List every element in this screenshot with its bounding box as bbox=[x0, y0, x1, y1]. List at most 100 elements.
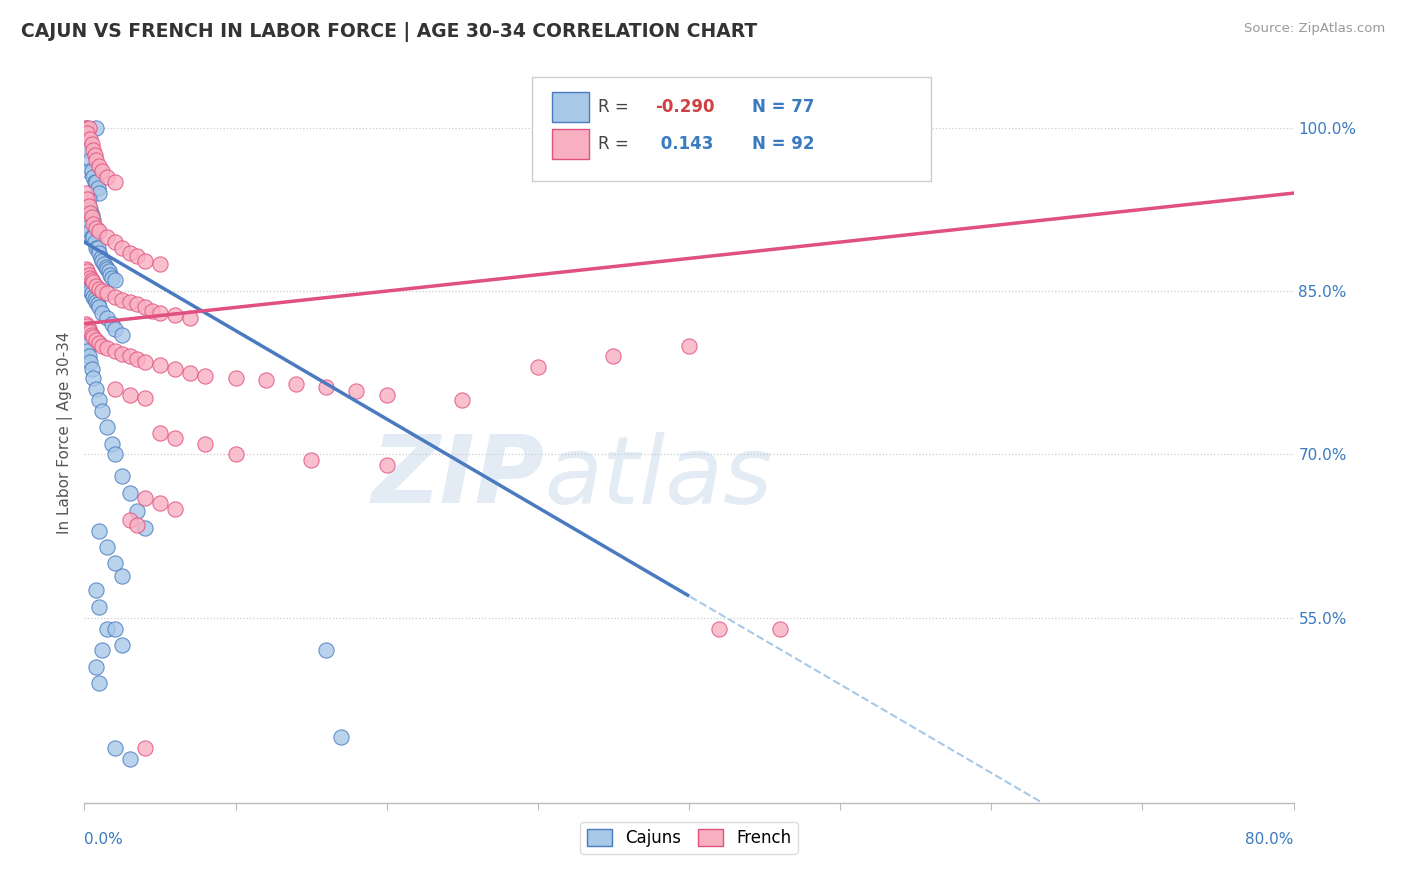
Point bbox=[77, 199, 100, 213]
Point bbox=[80, 210, 103, 224]
Point bbox=[76, 264, 98, 278]
Point bbox=[111, 347, 134, 361]
Point bbox=[315, 380, 337, 394]
Point bbox=[527, 360, 550, 375]
Point bbox=[89, 524, 111, 538]
Point bbox=[77, 322, 100, 336]
Point bbox=[76, 192, 98, 206]
Text: N = 77: N = 77 bbox=[752, 98, 814, 116]
Point bbox=[127, 518, 149, 533]
Point bbox=[179, 366, 201, 380]
Point bbox=[104, 175, 127, 189]
Point bbox=[104, 289, 127, 303]
Text: R =: R = bbox=[599, 135, 634, 153]
Legend: Cajuns, French: Cajuns, French bbox=[581, 822, 797, 854]
Point bbox=[86, 583, 108, 598]
Point bbox=[96, 311, 118, 326]
Point bbox=[82, 330, 104, 344]
Point bbox=[118, 513, 141, 527]
Bar bbox=[553, 129, 589, 159]
Point bbox=[194, 369, 217, 384]
Point bbox=[80, 327, 103, 342]
Text: -0.290: -0.290 bbox=[655, 98, 714, 116]
Point bbox=[127, 351, 149, 366]
Point bbox=[79, 355, 101, 369]
Point bbox=[87, 180, 110, 194]
Point bbox=[89, 224, 111, 238]
Point bbox=[104, 556, 127, 570]
Point bbox=[179, 311, 201, 326]
Point bbox=[127, 297, 149, 311]
Point bbox=[84, 175, 107, 189]
Point bbox=[375, 458, 398, 473]
Point bbox=[90, 252, 112, 266]
Point bbox=[104, 322, 127, 336]
Point bbox=[84, 292, 107, 306]
Point bbox=[127, 249, 149, 263]
Point bbox=[89, 336, 111, 351]
Text: atlas: atlas bbox=[544, 432, 772, 523]
Y-axis label: In Labor Force | Age 30-34: In Labor Force | Age 30-34 bbox=[58, 331, 73, 534]
Point bbox=[96, 420, 118, 434]
Point bbox=[96, 169, 118, 184]
Point bbox=[104, 235, 127, 249]
Point bbox=[76, 143, 98, 157]
Point bbox=[82, 229, 104, 244]
Point bbox=[165, 362, 187, 376]
Point bbox=[80, 208, 103, 222]
Point bbox=[225, 371, 247, 385]
Point bbox=[75, 276, 97, 290]
Point bbox=[86, 278, 108, 293]
Point bbox=[76, 197, 98, 211]
Point bbox=[75, 317, 97, 331]
Point bbox=[77, 350, 100, 364]
Point bbox=[225, 447, 247, 461]
Point bbox=[75, 120, 97, 135]
Point bbox=[100, 436, 122, 450]
Point bbox=[82, 169, 104, 184]
Point bbox=[87, 297, 110, 311]
Point bbox=[111, 469, 134, 483]
Point bbox=[104, 622, 127, 636]
Point bbox=[77, 219, 100, 233]
Point bbox=[77, 164, 100, 178]
Point bbox=[86, 241, 108, 255]
Point bbox=[76, 126, 98, 140]
Point bbox=[76, 343, 98, 358]
Point bbox=[98, 268, 121, 282]
Point bbox=[134, 391, 156, 405]
Point bbox=[91, 643, 114, 657]
Point bbox=[104, 382, 127, 396]
Point bbox=[91, 253, 114, 268]
Point bbox=[134, 741, 156, 756]
Point bbox=[82, 289, 104, 303]
Point bbox=[77, 268, 100, 282]
Point bbox=[769, 622, 792, 636]
Point bbox=[79, 326, 101, 340]
Point bbox=[111, 327, 134, 342]
Point bbox=[93, 257, 115, 271]
Point bbox=[330, 731, 353, 745]
Text: 0.0%: 0.0% bbox=[84, 832, 124, 847]
Point bbox=[134, 253, 156, 268]
Point bbox=[678, 338, 700, 352]
Point bbox=[86, 153, 108, 168]
Point bbox=[77, 192, 100, 206]
Point bbox=[89, 392, 111, 407]
Point bbox=[89, 246, 111, 260]
Point bbox=[82, 276, 104, 290]
Point bbox=[602, 350, 624, 364]
Point bbox=[79, 284, 101, 298]
Point bbox=[91, 306, 114, 320]
Point bbox=[80, 362, 103, 376]
Text: R =: R = bbox=[599, 98, 634, 116]
Text: ZIP: ZIP bbox=[371, 431, 544, 523]
Point bbox=[82, 143, 104, 157]
Point bbox=[84, 148, 107, 162]
Point bbox=[149, 425, 172, 440]
Point bbox=[315, 643, 337, 657]
Point bbox=[86, 175, 108, 189]
Point bbox=[79, 153, 101, 168]
Point bbox=[80, 273, 103, 287]
Point bbox=[118, 295, 141, 310]
